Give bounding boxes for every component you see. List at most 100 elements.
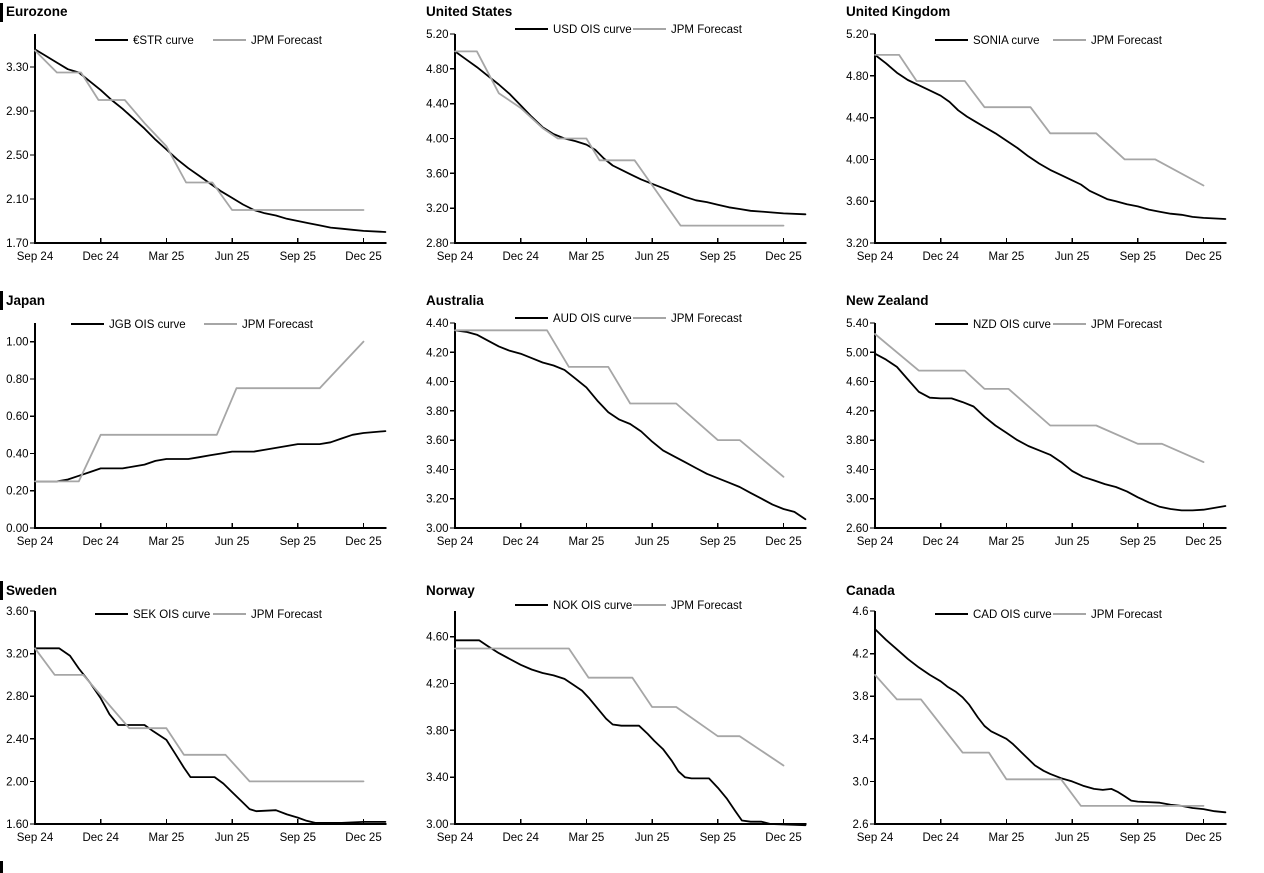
x-tick-label: Sep 25 [280, 251, 316, 263]
series-jpm-forecast [34, 49, 365, 211]
y-tick-label: 2.50 [6, 150, 28, 162]
chart-title: Norway [426, 583, 475, 598]
y-tick-label: 3.20 [846, 238, 868, 250]
x-tick-label: Sep 24 [857, 251, 894, 263]
legend-label: JPM Forecast [671, 24, 743, 36]
legend-label: JPM Forecast [671, 600, 743, 612]
y-tick-label: 5.20 [846, 29, 868, 41]
x-tick-label: Jun 25 [635, 251, 670, 263]
y-tick-label: 4.20 [426, 679, 448, 691]
y-tick-label: 4.2 [853, 649, 869, 661]
series-jpm-forecast [34, 647, 365, 783]
series-market-curve [34, 647, 387, 824]
x-tick-label: Dec 25 [765, 251, 801, 263]
y-tick-label: 2.80 [6, 691, 28, 703]
y-tick-label: 4.80 [426, 64, 448, 76]
series-jpm-forecast [874, 674, 1205, 807]
y-tick-label: 3.80 [426, 406, 448, 418]
section-bar [0, 3, 3, 22]
x-tick-label: Dec 25 [1185, 536, 1221, 548]
x-tick-label: Sep 24 [437, 251, 474, 263]
series-market-curve [34, 430, 387, 483]
legend-label: JPM Forecast [1091, 35, 1163, 47]
y-tick-label: 4.00 [426, 377, 448, 389]
y-tick-label: 3.40 [846, 464, 868, 476]
y-tick-label: 4.60 [846, 377, 868, 389]
legend-label: €STR curve [133, 35, 194, 47]
x-tick-label: Mar 25 [149, 536, 185, 548]
legend-label: AUD OIS curve [553, 313, 632, 325]
y-tick-label: 1.60 [6, 819, 28, 831]
chart-panel-canada: Canada 2.6 3.0 3.4 3.8 4.2 4.6 Sep 24 Dec 24 Mar … [846, 583, 1227, 844]
legend-label: SEK OIS curve [133, 609, 210, 621]
x-tick-label: Dec 24 [502, 251, 539, 263]
x-tick-label: Dec 25 [1185, 251, 1221, 263]
x-tick-label: Dec 24 [502, 536, 539, 548]
chart-title: United States [426, 4, 512, 19]
section-bar [0, 581, 3, 600]
series-market-curve [454, 329, 807, 521]
y-tick-label: 3.40 [426, 464, 448, 476]
legend-label: JGB OIS curve [109, 319, 186, 331]
y-tick-label: 4.6 [853, 606, 869, 618]
legend-label: JPM Forecast [242, 319, 314, 331]
x-tick-label: Sep 25 [700, 536, 736, 548]
x-tick-label: Dec 24 [502, 832, 539, 844]
chart-title: Australia [426, 293, 484, 308]
series-jpm-forecast [874, 333, 1205, 464]
legend-label: JPM Forecast [1091, 609, 1163, 621]
chart-panel-eurozone: Eurozone 1.70 2.10 2.50 2.90 3.30 Sep 24 Dec 24… [0, 3, 387, 263]
x-tick-label: Mar 25 [569, 832, 605, 844]
legend-label: USD OIS curve [553, 24, 632, 36]
y-tick-label: 0.80 [6, 374, 28, 386]
x-tick-label: Dec 25 [1185, 832, 1221, 844]
x-tick-label: Jun 25 [215, 832, 250, 844]
series-jpm-forecast [34, 340, 365, 483]
y-tick-label: 3.0 [853, 776, 869, 788]
x-tick-label: Dec 24 [922, 536, 959, 548]
chart-panel-norway: Norway 3.00 3.40 3.80 4.20 4.60 Sep 24 Dec 24 Ma… [426, 583, 807, 844]
y-tick-label: 4.60 [426, 632, 448, 644]
x-tick-label: Sep 25 [700, 251, 736, 263]
chart-panel-australia: Australia 3.00 3.20 3.40 3.60 3.80 4.00 4.20 4.4… [426, 293, 807, 548]
x-tick-label: Dec 25 [765, 536, 801, 548]
y-tick-label: 3.20 [6, 649, 28, 661]
x-tick-label: Sep 24 [437, 536, 474, 548]
y-tick-label: 3.4 [853, 734, 870, 746]
y-tick-label: 2.90 [6, 106, 28, 118]
y-tick-label: 2.6 [853, 819, 869, 831]
series-market-curve [454, 50, 807, 216]
x-tick-label: Sep 24 [857, 832, 894, 844]
series-market-curve [454, 639, 807, 827]
x-tick-label: Dec 24 [82, 536, 119, 548]
x-tick-label: Dec 24 [82, 251, 119, 263]
x-tick-label: Dec 25 [345, 536, 381, 548]
x-tick-label: Jun 25 [635, 832, 670, 844]
y-tick-label: 3.30 [6, 62, 28, 74]
x-tick-label: Jun 25 [1055, 832, 1090, 844]
chart-panel-united-states: United States 2.80 3.20 3.60 4.00 4.40 4.80 5.2… [426, 4, 807, 263]
y-tick-label: 4.00 [426, 134, 448, 146]
y-tick-label: 3.60 [426, 435, 448, 447]
x-tick-label: Jun 25 [215, 536, 250, 548]
y-tick-label: 5.40 [846, 318, 868, 330]
chart-panel-new-zealand: New Zealand 2.60 3.00 3.40 3.80 4.20 4.60 5.00 5… [846, 293, 1227, 548]
y-tick-label: 0.20 [6, 486, 28, 498]
y-tick-label: 4.20 [846, 406, 868, 418]
y-tick-label: 3.00 [846, 494, 868, 506]
x-tick-label: Dec 25 [345, 251, 381, 263]
x-tick-label: Sep 25 [1120, 251, 1156, 263]
x-tick-label: Jun 25 [635, 536, 670, 548]
series-market-curve [874, 352, 1227, 512]
y-tick-label: 3.80 [846, 435, 868, 447]
x-tick-label: Dec 24 [922, 251, 959, 263]
x-tick-label: Dec 25 [765, 832, 801, 844]
y-tick-label: 3.20 [426, 203, 448, 215]
y-tick-label: 1.00 [6, 337, 28, 349]
series-jpm-forecast [454, 647, 785, 767]
legend-label: JPM Forecast [251, 609, 323, 621]
y-tick-label: 3.40 [426, 772, 448, 784]
section-bar-fragment [0, 861, 3, 873]
x-tick-label: Sep 25 [1120, 536, 1156, 548]
